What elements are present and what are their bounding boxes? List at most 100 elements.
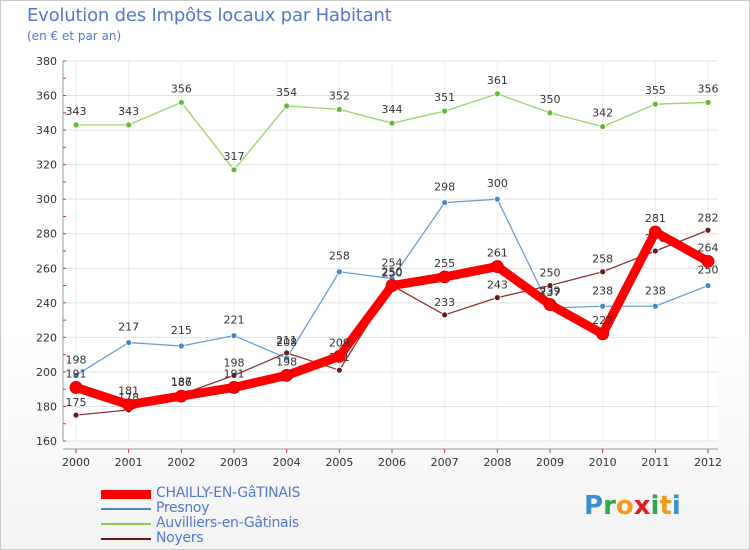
- logo-letter: o: [615, 491, 634, 521]
- data-label-auvilliers-en-g-tinais: 356: [698, 82, 719, 95]
- data-label-chailly-en-g-tinais: 255: [434, 257, 455, 270]
- proxiti-logo: Proxiti: [584, 491, 681, 521]
- data-point-auvilliers-en-g-tinais: [546, 109, 554, 117]
- y-tick-label: 360: [36, 90, 57, 103]
- x-tick-label: 2009: [536, 456, 564, 469]
- data-point-presnoy: [230, 332, 238, 340]
- data-label-chailly-en-g-tinais: 264: [698, 241, 719, 254]
- legend-swatch-auvilliers: [101, 523, 151, 525]
- data-point-auvilliers-en-g-tinais: [177, 99, 185, 106]
- data-label-noyers: 187: [171, 375, 192, 388]
- data-label-auvilliers-en-g-tinais: 361: [487, 74, 508, 87]
- data-label-chailly-en-g-tinais: 250: [382, 266, 403, 279]
- data-label-noyers: 250: [540, 267, 561, 280]
- legend-label-auvilliers: Auvilliers-en-Gâtinais: [156, 515, 299, 531]
- data-label-auvilliers-en-g-tinais: 342: [592, 107, 613, 120]
- data-point-auvilliers-en-g-tinais: [704, 99, 712, 106]
- data-point-chailly-en-g-tinais: [174, 389, 188, 403]
- data-label-auvilliers-en-g-tinais: 350: [540, 93, 561, 106]
- data-point-presnoy: [125, 339, 133, 346]
- legend-label-noyers: Noyers: [156, 530, 204, 546]
- data-point-noyers: [493, 294, 501, 302]
- data-label-auvilliers-en-g-tinais: 351: [434, 91, 455, 104]
- logo-letter: i: [671, 491, 681, 521]
- y-tick-label: 200: [36, 366, 57, 379]
- data-point-chailly-en-g-tinais: [69, 381, 83, 394]
- y-tick-label: 380: [36, 55, 57, 68]
- x-tick-label: 2011: [641, 456, 669, 469]
- data-point-chailly-en-g-tinais: [648, 225, 662, 239]
- data-point-presnoy: [704, 282, 712, 289]
- x-tick-label: 2000: [62, 456, 90, 469]
- data-label-presnoy: 300: [487, 177, 508, 190]
- y-tick-label: 240: [36, 297, 57, 310]
- data-point-auvilliers-en-g-tinais: [599, 123, 607, 131]
- data-point-presnoy: [651, 302, 659, 310]
- data-point-auvilliers-en-g-tinais: [335, 105, 343, 113]
- data-label-chailly-en-g-tinais: 222: [592, 314, 613, 327]
- data-point-chailly-en-g-tinais: [438, 270, 452, 284]
- x-tick-label: 2012: [694, 456, 722, 469]
- data-point-auvilliers-en-g-tinais: [125, 121, 133, 129]
- data-label-noyers: 243: [487, 279, 508, 292]
- logo-letter: t: [659, 491, 672, 521]
- data-label-chailly-en-g-tinais: 191: [224, 367, 245, 380]
- data-label-auvilliers-en-g-tinais: 355: [645, 84, 666, 97]
- plot-area: [61, 61, 718, 441]
- x-tick-label: 2003: [220, 456, 248, 469]
- data-label-auvilliers-en-g-tinais: 356: [171, 82, 192, 95]
- y-tick-label: 280: [36, 228, 57, 241]
- data-point-auvilliers-en-g-tinais: [493, 90, 501, 98]
- data-point-chailly-en-g-tinais: [280, 368, 294, 382]
- data-point-auvilliers-en-g-tinais: [72, 121, 80, 129]
- logo-letter: P: [584, 491, 604, 521]
- data-label-auvilliers-en-g-tinais: 344: [382, 103, 403, 116]
- x-tick-label: 2005: [325, 456, 353, 469]
- data-label-auvilliers-en-g-tinais: 354: [276, 86, 297, 99]
- data-label-presnoy: 258: [329, 250, 350, 263]
- y-tick-label: 220: [36, 331, 57, 344]
- y-tick-label: 320: [36, 159, 57, 172]
- y-tick-label: 180: [36, 400, 57, 413]
- data-label-noyers: 175: [66, 396, 87, 409]
- data-label-noyers: 198: [224, 356, 245, 369]
- data-label-chailly-en-g-tinais: 198: [276, 355, 297, 368]
- y-tick-label: 300: [36, 193, 57, 206]
- data-point-auvilliers-en-g-tinais: [388, 119, 396, 127]
- data-label-presnoy: 298: [434, 181, 455, 194]
- legend-label-chailly: CHAILLY-EN-GâTINAIS: [156, 485, 301, 501]
- data-label-presnoy: 221: [224, 314, 245, 327]
- logo-letter: i: [650, 491, 660, 521]
- data-label-presnoy: 250: [698, 264, 719, 277]
- data-label-chailly-en-g-tinais: 209: [329, 336, 350, 349]
- x-tick-label: 2004: [273, 456, 301, 469]
- data-point-chailly-en-g-tinais: [490, 260, 504, 273]
- data-label-presnoy: 198: [66, 353, 87, 366]
- legend-item-presnoy: Presnoy: [101, 500, 421, 516]
- data-point-chailly-en-g-tinais: [332, 349, 346, 363]
- data-point-auvilliers-en-g-tinais: [441, 107, 449, 115]
- data-point-auvilliers-en-g-tinais: [651, 100, 659, 108]
- data-point-noyers: [230, 371, 238, 379]
- data-point-noyers: [704, 226, 712, 234]
- data-point-chailly-en-g-tinais: [701, 254, 715, 268]
- data-point-noyers: [335, 366, 343, 374]
- data-label-chailly-en-g-tinais: 281: [645, 212, 666, 225]
- x-tick-label: 2006: [378, 456, 406, 469]
- data-point-presnoy: [441, 199, 449, 207]
- data-point-chailly-en-g-tinais: [543, 298, 557, 311]
- data-label-chailly-en-g-tinais: 191: [66, 367, 87, 380]
- x-tick-label: 2007: [431, 456, 459, 469]
- data-label-presnoy: 208: [276, 336, 297, 349]
- data-point-chailly-en-g-tinais: [122, 398, 136, 412]
- data-label-noyers: 233: [434, 296, 455, 309]
- data-label-noyers: 282: [698, 211, 719, 224]
- x-tick-label: 2001: [115, 456, 143, 469]
- data-label-presnoy: 238: [592, 284, 613, 297]
- data-point-noyers: [72, 411, 80, 419]
- legend-item-chailly: CHAILLY-EN-GâTINAIS: [101, 485, 421, 501]
- data-label-auvilliers-en-g-tinais: 343: [118, 105, 139, 118]
- logo-letter: r: [603, 491, 616, 521]
- data-label-auvilliers-en-g-tinais: 352: [329, 89, 350, 102]
